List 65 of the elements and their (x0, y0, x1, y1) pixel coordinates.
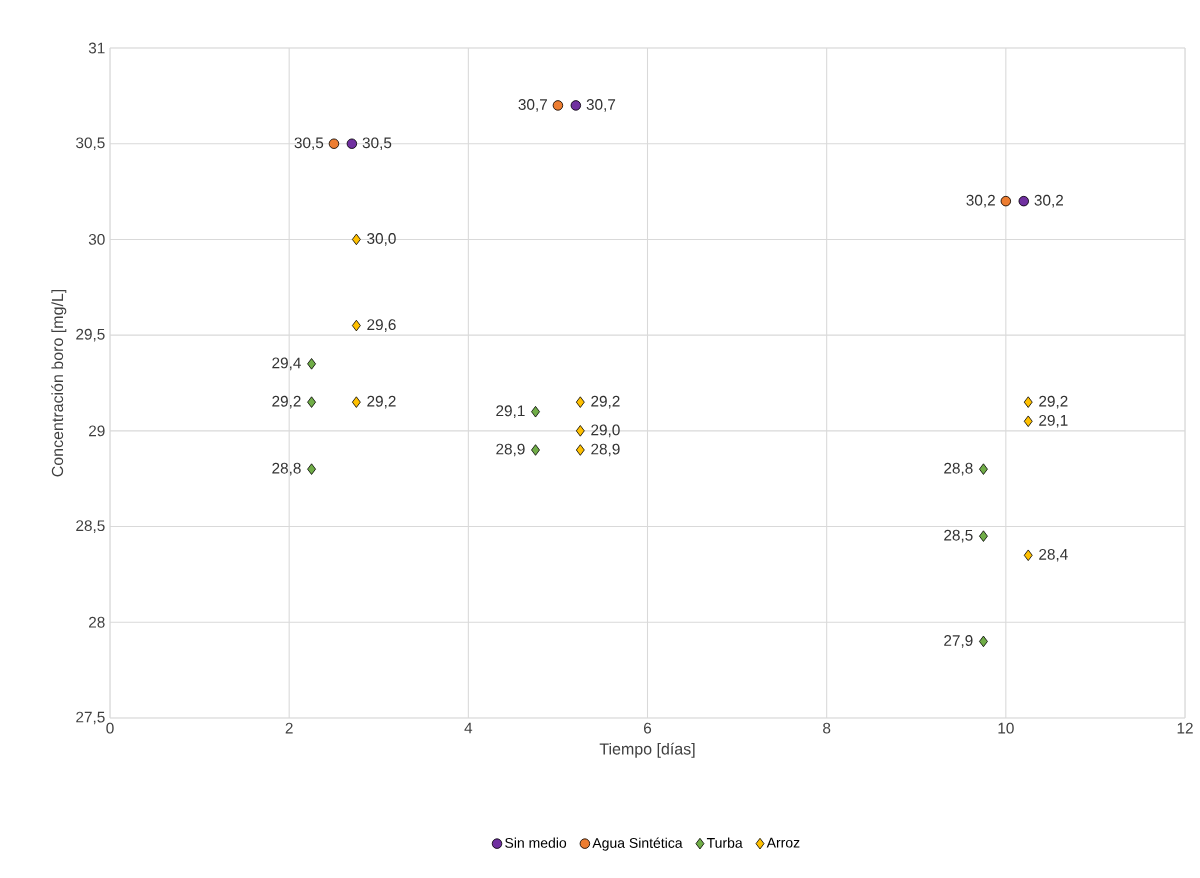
point (351, 233, 361, 246)
point (351, 396, 361, 408)
data-label: 28,9 (496, 443, 525, 457)
legend-label: Arroz (766, 837, 800, 848)
x-tick-label: 6 (644, 722, 652, 734)
point (1018, 195, 1029, 207)
point (575, 444, 585, 456)
data-label: 28,9 (591, 443, 620, 457)
x-tick-label: 2 (285, 722, 293, 734)
x-tick-label: 0 (106, 722, 114, 734)
point (1023, 396, 1033, 408)
y-tick-label: 29,5 (76, 328, 105, 342)
point (1023, 415, 1033, 428)
point (346, 138, 358, 149)
data-label: 29,2 (367, 395, 396, 409)
data-label: 30,5 (294, 137, 324, 151)
legend-label: Turba (706, 837, 743, 848)
data-label: 29,6 (367, 319, 396, 332)
data-label: 30,0 (367, 233, 396, 246)
point (570, 100, 582, 111)
data-label: 29,2 (272, 395, 301, 409)
data-label: 28,8 (272, 462, 301, 476)
legend-label: Sin medio (505, 837, 567, 848)
x-tick-label: 8 (823, 722, 831, 734)
point (1023, 549, 1033, 562)
data-label: 29,2 (1039, 395, 1068, 409)
y-tick-label: 31 (88, 42, 105, 54)
data-label: 30,2 (966, 194, 995, 208)
data-label: 27,9 (944, 635, 973, 648)
y-tick-label: 29 (89, 425, 105, 437)
data-label: 28,5 (944, 529, 973, 543)
point (531, 444, 540, 456)
x-axis-title: Tiempo [días] (599, 742, 695, 758)
data-label: 30,7 (518, 99, 547, 112)
x-tick-label: 12 (1177, 722, 1193, 734)
data-label: 29,0 (591, 424, 620, 438)
point (351, 319, 361, 332)
data-label: 29,4 (272, 357, 301, 371)
data-label: 29,2 (591, 395, 620, 409)
x-tick-label: 10 (998, 722, 1014, 734)
point (575, 396, 585, 408)
point (307, 396, 316, 408)
point (307, 463, 316, 475)
point (1000, 195, 1012, 207)
point (979, 463, 988, 475)
y-axis-title: Concentración boro [mg/L] (51, 289, 67, 477)
y-tick-label: 28,5 (76, 520, 105, 533)
point (328, 138, 340, 149)
point (575, 425, 585, 437)
x-tick-label: 4 (464, 722, 473, 734)
data-label: 29,1 (1039, 414, 1068, 428)
point (979, 530, 988, 542)
point (307, 358, 316, 370)
y-tick-label: 30 (88, 233, 105, 245)
legend-label: Agua Sintética (592, 837, 683, 851)
data-label: 30,5 (362, 137, 392, 151)
data-label: 29,1 (496, 405, 525, 419)
point (552, 100, 564, 111)
data-label: 30,7 (586, 99, 616, 112)
data-label: 28,4 (1039, 548, 1068, 562)
y-tick-label: 27,5 (76, 711, 105, 725)
y-tick-label: 28 (89, 616, 105, 628)
data-label: 28,8 (944, 462, 973, 476)
y-tick-label: 30,5 (76, 137, 105, 151)
data-label: 30,2 (1034, 194, 1063, 208)
